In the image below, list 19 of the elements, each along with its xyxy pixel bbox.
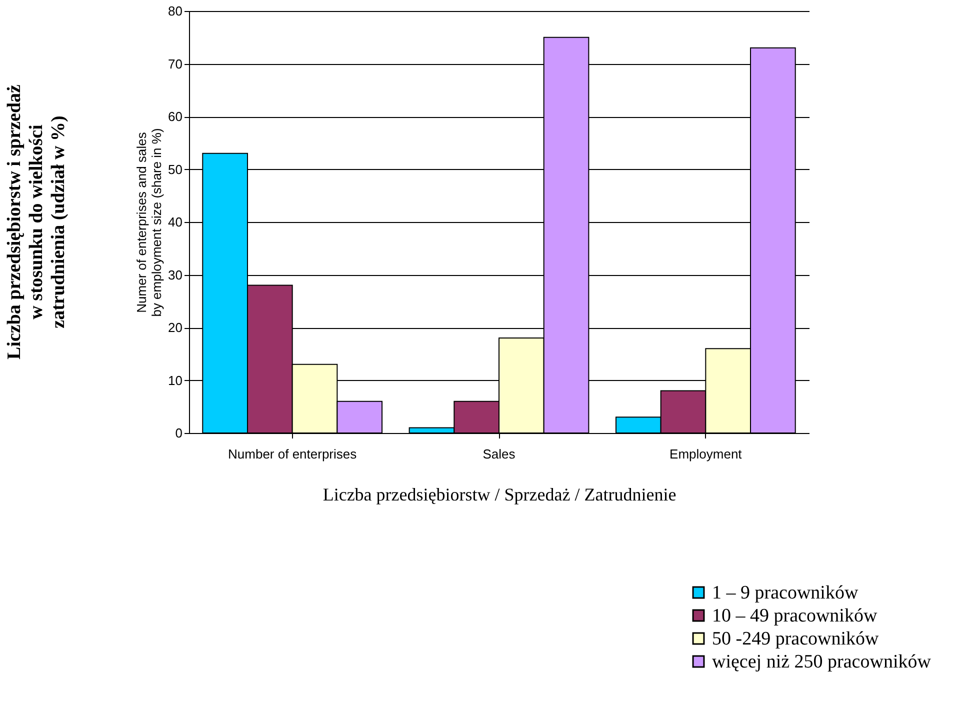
y-tick-label: 0: [175, 426, 182, 440]
x-tick-label: Number of enterprises: [228, 446, 358, 462]
x-axis-title: Liczba przedsiębiorstw / Sprzedaż / Zatrudnienie: [322, 484, 676, 504]
legend-label: 50 -249 pracowników: [712, 628, 880, 650]
y-tick-label: 70: [168, 56, 182, 72]
legend-label: więcej niż 250 pracowników: [712, 652, 932, 672]
y-tick-label: 30: [168, 267, 182, 282]
x-tick-label: Sales: [482, 446, 516, 462]
y-tick-label: 60: [168, 109, 182, 124]
x-tick-label: Employment: [670, 446, 742, 462]
legend-label: 1 – 9 pracowników: [712, 582, 858, 604]
y-tick-label: 80: [168, 4, 182, 18]
y-tick-label: 10: [168, 372, 182, 388]
y-tick-label: 40: [168, 214, 182, 230]
y-tick-label: 50: [168, 162, 182, 177]
text: Liczba przedsiębiorstw i sprzedaż w stosunku do wielkości zatrudnienia (udział w %): [4, 84, 69, 360]
y-axis-title: Numer of enterprises and sales by employment size (share in %): [134, 128, 164, 317]
y-tick-label: 20: [168, 320, 182, 335]
legend-label: 10 – 49 pracowników: [712, 606, 878, 626]
